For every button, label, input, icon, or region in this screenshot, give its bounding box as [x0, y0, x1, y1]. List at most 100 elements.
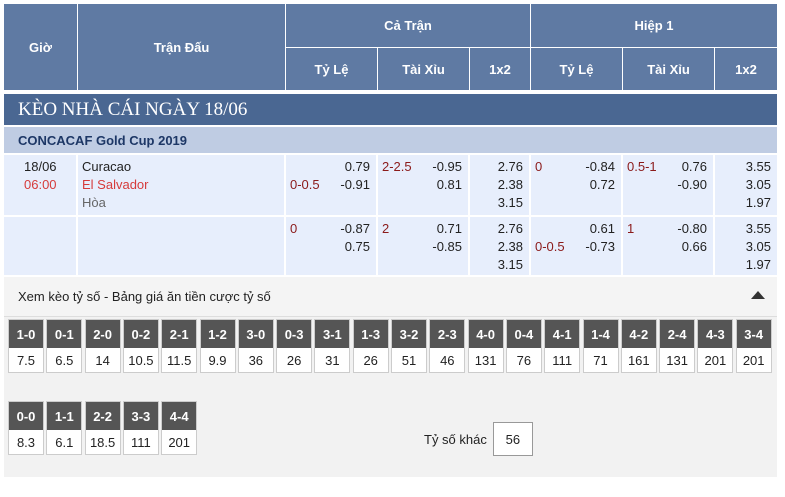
- score-label: 4-4: [162, 402, 197, 430]
- score-cell[interactable]: 4-3 201: [697, 319, 734, 373]
- header-first-half: Hiệp 1: [531, 4, 777, 48]
- score-cell[interactable]: 0-2 10.5: [122, 319, 159, 373]
- away-team[interactable]: El Salvador: [82, 177, 149, 192]
- ft-home-win-odd[interactable]: 2.76: [497, 159, 523, 174]
- score-odd[interactable]: 201: [742, 352, 765, 368]
- score-cell[interactable]: 4-4 201: [161, 401, 198, 455]
- h1-away-win-odd[interactable]: 3.05: [745, 177, 771, 192]
- score-odd[interactable]: 131: [666, 352, 688, 368]
- score-cell[interactable]: 1-2 9.9: [199, 319, 236, 373]
- h1-ou-line: 0.5-1: [627, 159, 657, 174]
- score-cell[interactable]: 1-3 26: [352, 319, 389, 373]
- score-odd[interactable]: 161: [627, 352, 650, 368]
- score-cell[interactable]: 0-1 6.5: [46, 319, 83, 373]
- score-cell[interactable]: 1-0 7.5: [8, 319, 44, 373]
- correct-score-grid: 1-0 7.5 0-1 6.5 2-0 14 0-2 10.5 2-1 11.5 1-2 9.9 3-0…: [4, 317, 777, 477]
- score-odd[interactable]: 9.9: [208, 352, 227, 368]
- score-odd[interactable]: 18.5: [89, 434, 116, 450]
- score-odd[interactable]: 8.3: [16, 434, 36, 450]
- h1-handicap-away-odd[interactable]: -0.73: [585, 239, 615, 254]
- score-cell[interactable]: 0-0 8.3: [8, 401, 44, 455]
- league-title[interactable]: CONCACAF Gold Cup 2019: [4, 127, 777, 153]
- h1-handicap-cell: 0 -0.84 0.72: [531, 155, 623, 215]
- score-cell[interactable]: 2-0 14: [84, 319, 121, 373]
- score-odd[interactable]: 71: [593, 352, 608, 368]
- ft-away-win-odd[interactable]: 2.38: [497, 239, 523, 254]
- score-odd[interactable]: 6.1: [55, 434, 74, 450]
- score-cell[interactable]: 1-1 6.1: [46, 401, 83, 455]
- score-odd[interactable]: 201: [704, 352, 727, 368]
- score-cell[interactable]: 2-1 11.5: [161, 319, 198, 373]
- score-label: 3-3: [123, 402, 158, 430]
- score-odd[interactable]: 7.5: [16, 352, 36, 368]
- h1-under-odd[interactable]: 0.66: [681, 239, 707, 254]
- score-cell[interactable]: 2-4 131: [659, 319, 696, 373]
- other-score-odd[interactable]: 56: [492, 422, 533, 456]
- score-odd[interactable]: 131: [474, 352, 497, 368]
- h1-handicap-home-odd[interactable]: 0.61: [589, 221, 615, 236]
- score-odd[interactable]: 76: [516, 352, 532, 368]
- score-cell[interactable]: 0-3 26: [276, 319, 313, 373]
- odds-row: 0 -0.87 0.75 2 0.71 -0.85 2.76 2.38 3.15…: [4, 217, 777, 277]
- score-odd[interactable]: 26: [363, 352, 378, 368]
- correct-score-header[interactable]: Xem kèo tỷ số - Bảng giá ăn tiền cược tỷ…: [4, 277, 777, 317]
- score-odd[interactable]: 11.5: [167, 352, 192, 368]
- h1-handicap-home-odd[interactable]: -0.84: [585, 159, 615, 174]
- score-odd[interactable]: 31: [325, 352, 340, 368]
- score-odd[interactable]: 14: [95, 352, 110, 368]
- h1-over-odd[interactable]: 0.76: [681, 159, 707, 174]
- h1-draw-odd[interactable]: 1.97: [745, 195, 771, 210]
- collapse-arrow-icon[interactable]: [751, 291, 765, 299]
- score-odd[interactable]: 111: [552, 352, 573, 368]
- ft-draw-odd[interactable]: 3.15: [497, 195, 523, 210]
- score-cell[interactable]: 3-2 51: [391, 319, 427, 373]
- score-odd[interactable]: 26: [286, 352, 302, 368]
- score-cell[interactable]: 3-3 111: [122, 401, 159, 455]
- time-cell: [4, 217, 78, 275]
- h1-handicap-line: 0: [535, 159, 543, 174]
- home-team[interactable]: Curacao: [82, 159, 132, 174]
- h1-home-win-odd[interactable]: 3.55: [745, 221, 771, 236]
- h1-draw-odd[interactable]: 1.97: [745, 257, 771, 272]
- h1-under-odd[interactable]: -0.90: [677, 177, 707, 192]
- ft-under-odd[interactable]: 0.81: [436, 177, 462, 192]
- ft-draw-odd[interactable]: 3.15: [497, 257, 523, 272]
- score-odd[interactable]: 51: [401, 352, 417, 368]
- score-odd[interactable]: 201: [168, 434, 191, 450]
- ft-handicap-away-odd[interactable]: -0.91: [340, 177, 370, 192]
- h1-away-win-odd[interactable]: 3.05: [745, 239, 771, 254]
- ft-over-odd[interactable]: -0.95: [432, 159, 462, 174]
- score-odd[interactable]: 36: [248, 352, 264, 368]
- score-cell[interactable]: 2-2 18.5: [84, 401, 121, 455]
- h1-home-win-odd[interactable]: 3.55: [745, 159, 771, 174]
- score-cell[interactable]: 4-0 131: [467, 319, 504, 373]
- ft-away-win-odd[interactable]: 2.38: [497, 177, 523, 192]
- header-match: Trận Đấu: [78, 4, 286, 91]
- h1-handicap-away-odd[interactable]: 0.72: [589, 177, 615, 192]
- score-label: 0-1: [47, 320, 82, 348]
- score-odd[interactable]: 111: [131, 434, 151, 450]
- score-odd[interactable]: 46: [440, 352, 455, 368]
- score-cell[interactable]: 4-2 161: [620, 319, 657, 373]
- ft-over-odd[interactable]: 0.71: [436, 221, 462, 236]
- score-cell[interactable]: 3-4 201: [735, 319, 772, 373]
- score-cell[interactable]: 0-4 76: [505, 319, 542, 373]
- h1-handicap-line: 0-0.5: [535, 239, 565, 254]
- score-cell[interactable]: 2-3 46: [429, 319, 466, 373]
- score-label: 2-3: [430, 320, 465, 348]
- score-odd[interactable]: 10.5: [128, 352, 154, 368]
- ft-ou-line: 2-2.5: [382, 159, 412, 174]
- h1-over-odd[interactable]: -0.80: [677, 221, 707, 236]
- ft-handicap-home-odd[interactable]: -0.87: [340, 221, 370, 236]
- score-label: 1-0: [9, 320, 43, 348]
- ft-handicap-home-odd[interactable]: 0.79: [344, 159, 370, 174]
- score-cell[interactable]: 4-1 111: [544, 319, 581, 373]
- ft-handicap-away-odd[interactable]: 0.75: [344, 239, 370, 254]
- score-cell[interactable]: 3-1 31: [314, 319, 351, 373]
- ft-home-win-odd[interactable]: 2.76: [497, 221, 523, 236]
- score-cell[interactable]: 3-0 36: [237, 319, 274, 373]
- score-odd[interactable]: 6.5: [55, 352, 74, 368]
- ft-under-odd[interactable]: -0.85: [432, 239, 462, 254]
- score-cell[interactable]: 1-4 71: [582, 319, 619, 373]
- match-time: 06:00: [24, 177, 57, 192]
